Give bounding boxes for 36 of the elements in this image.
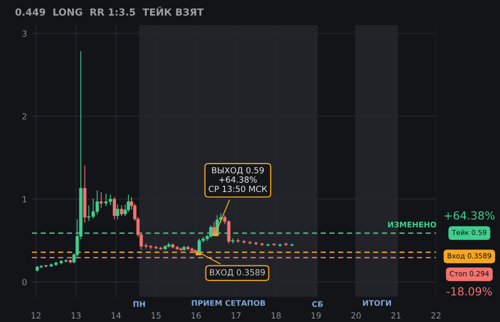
x-tick-label: 18: [272, 312, 281, 319]
x-tick-label: 22: [431, 312, 440, 318]
candlestick: [260, 242, 264, 246]
y-tick-label: 1: [22, 196, 26, 202]
candlestick: [242, 240, 246, 244]
candlestick: [116, 204, 120, 220]
candlestick: [278, 243, 282, 247]
x-tick-label: 15: [152, 312, 161, 319]
candlestick: [108, 194, 112, 206]
candlestick: [236, 238, 240, 243]
y-tick-label: 3: [22, 30, 26, 37]
x-tick-label: 17: [232, 312, 241, 318]
candlestick: [104, 194, 108, 206]
candlestick: [284, 242, 288, 246]
x-tick-label: 13: [72, 312, 81, 319]
text: +64.38%: [444, 211, 495, 220]
x-tick-label: 14: [112, 312, 121, 318]
x-tick-label: 20: [351, 312, 361, 319]
x-tick-label: 12: [32, 312, 40, 318]
chart-title: 0.449 LONG RR 1:3.5 ТЕЙК ВЗЯТ: [15, 6, 204, 16]
x-tick-label: 19: [312, 312, 321, 319]
candlestick: [126, 194, 130, 212]
candlestick: [248, 240, 252, 244]
y-tick-label: 0: [22, 278, 27, 286]
candlestick: [227, 220, 230, 244]
y-tick-label: 2: [22, 113, 26, 120]
x-tick-label: 21: [391, 312, 401, 318]
candlestick: [96, 190, 99, 214]
candlestick: [112, 197, 116, 220]
candlestick: [212, 222, 216, 234]
annotation: ВХОД 0.3589: [210, 269, 265, 277]
text: -18.09%: [446, 287, 492, 296]
candlestick: [100, 192, 103, 208]
x-tick-label: 16: [192, 312, 201, 319]
annotation: ВЫХОД 0.59 +64.38% СР 13:50 МСК: [208, 167, 268, 192]
candlestick: [120, 205, 124, 216]
